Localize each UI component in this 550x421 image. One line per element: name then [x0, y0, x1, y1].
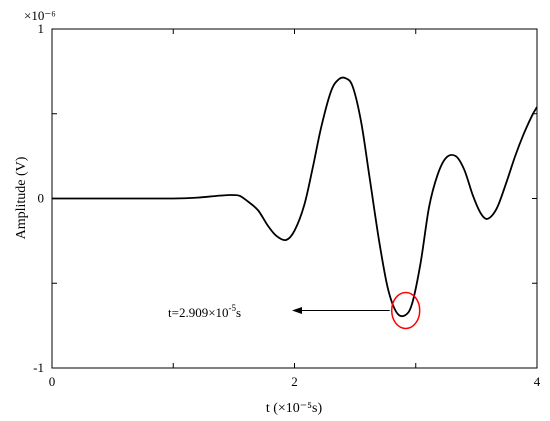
- x-tick-label-0: 0: [49, 374, 56, 389]
- x-tick-label-2: 2: [291, 374, 298, 389]
- annotation-arrow-head: [292, 306, 302, 314]
- annotation-label: t=2.909×10-5s: [168, 303, 241, 320]
- minimum-marker-ellipse: [390, 291, 421, 330]
- y-scale-label: ×10⁻⁶: [24, 8, 56, 23]
- signal-line: [52, 76, 537, 318]
- x-axis-title: t (×10⁻⁵s): [266, 401, 323, 416]
- annotation-label-exponent: -5: [229, 303, 237, 313]
- y-tick-label-4: 1: [38, 21, 45, 36]
- axis-tick-labels: 0 2 4 -1 0 1: [33, 21, 541, 389]
- y-axis-title: Amplitude (V): [14, 156, 29, 239]
- annotation-label-suffix: s: [236, 305, 241, 320]
- x-tick-label-4: 4: [534, 374, 541, 389]
- annotation-label-prefix: t=2.909×10: [168, 305, 229, 320]
- y-tick-label-0: -1: [33, 360, 44, 375]
- y-tick-label-2: 0: [38, 191, 45, 206]
